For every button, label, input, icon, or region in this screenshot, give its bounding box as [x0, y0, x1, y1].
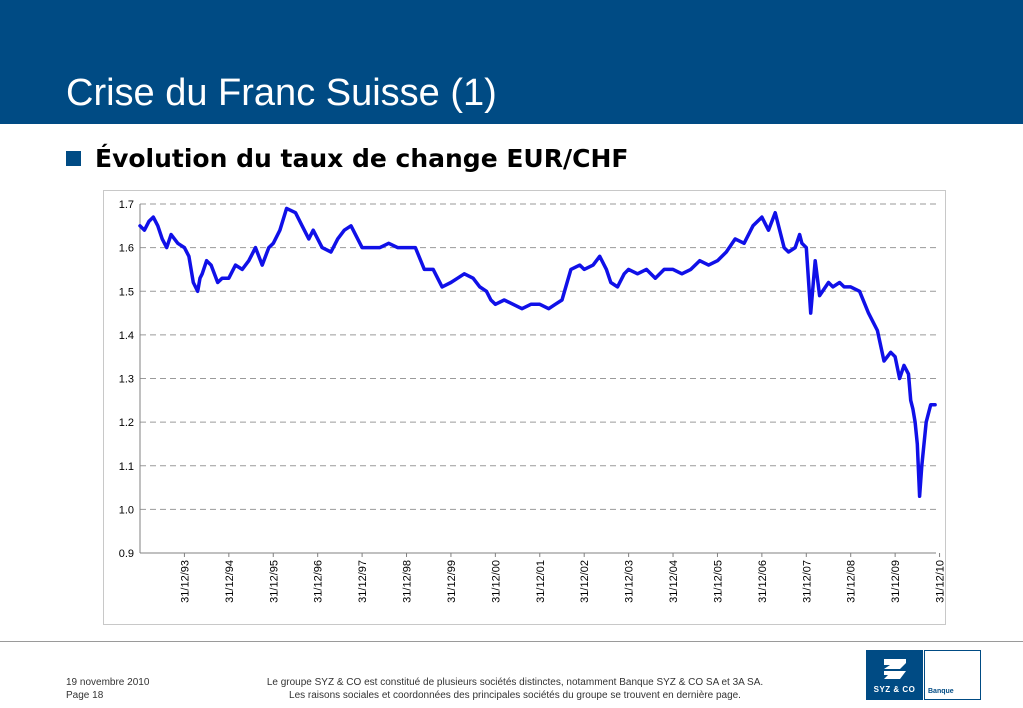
logo-emblem: SYZ & CO — [866, 650, 923, 700]
footer-divider — [0, 641, 1023, 642]
x-tick-label: 31/12/94 — [224, 560, 236, 603]
x-tick-label: 31/12/09 — [890, 560, 902, 603]
bullet-text: Évolution du taux de change EUR/CHF — [95, 143, 629, 173]
x-tick-label: 31/12/10 — [935, 560, 945, 603]
logo-z-icon — [884, 659, 906, 679]
x-tick-label: 31/12/97 — [357, 560, 369, 603]
x-tick-label: 31/12/99 — [446, 560, 458, 603]
x-tick-label: 31/12/04 — [668, 560, 680, 603]
y-tick-label: 1.2 — [119, 417, 134, 429]
company-logo: SYZ & CO Banque — [866, 650, 981, 700]
footer-date: 19 novembre 2010 — [66, 677, 150, 688]
x-tick-label: 31/12/03 — [624, 560, 636, 603]
chart-series — [138, 206, 937, 499]
x-tick-label: 31/12/02 — [579, 560, 591, 603]
footer-disclaimer-line1: Le groupe SYZ & CO est constitué de plus… — [266, 677, 764, 688]
x-tick-label: 31/12/01 — [535, 560, 547, 603]
y-tick-label: 1.5 — [119, 286, 134, 298]
y-tick-label: 1.1 — [119, 461, 134, 473]
chart-gridlines — [140, 203, 936, 510]
exchange-rate-chart: 0.9 1.0 1.1 1.2 1.3 1.4 1.5 1.6 1.7 31/12/93 31/12… — [103, 190, 946, 625]
x-tick-label: 31/12/95 — [268, 560, 280, 603]
x-tick-label: 31/12/08 — [846, 560, 858, 603]
y-tick-label: 1.3 — [119, 374, 134, 386]
x-tick-label: 31/12/00 — [490, 560, 502, 603]
y-tick-label: 0.9 — [119, 548, 134, 560]
x-tick-label: 31/12/06 — [757, 560, 769, 603]
logo-banque-label: Banque — [928, 688, 954, 695]
x-tick-label: 31/12/98 — [402, 560, 414, 603]
bullet-heading: Évolution du taux de change EUR/CHF — [66, 140, 628, 176]
x-tick-label: 31/12/93 — [179, 560, 191, 603]
bullet-square-icon — [66, 150, 81, 166]
footer-disclaimer-line2: Les raisons sociales et coordonnées des … — [289, 690, 741, 701]
x-tick-label: 31/12/05 — [712, 560, 724, 603]
slide-title: Crise du Franc Suisse (1) — [66, 72, 497, 114]
eur-chf-line — [138, 206, 937, 499]
logo-banque-box: Banque — [924, 650, 981, 700]
chart-svg: 0.9 1.0 1.1 1.2 1.3 1.4 1.5 1.6 1.7 31/12/93 31/12… — [119, 199, 945, 603]
x-tick-label: 31/12/96 — [313, 560, 325, 603]
footer-page-number: Page 18 — [66, 690, 104, 701]
title-bar: Crise du Franc Suisse (1) — [0, 0, 1023, 124]
y-tick-label: 1.6 — [119, 243, 134, 255]
y-tick-label: 1.7 — [119, 199, 134, 211]
y-tick-label: 1.4 — [119, 330, 134, 342]
chart-axes: 0.9 1.0 1.1 1.2 1.3 1.4 1.5 1.6 1.7 31/12/93 31/12… — [119, 199, 945, 603]
x-tick-label: 31/12/07 — [801, 560, 813, 603]
logo-name: SYZ & CO — [873, 685, 916, 694]
y-tick-label: 1.0 — [119, 504, 134, 516]
